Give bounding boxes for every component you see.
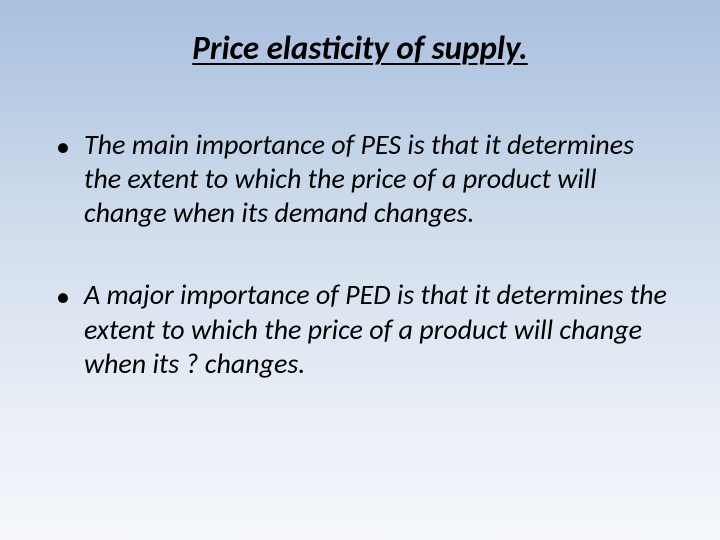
bullet-text: The main importance of PES is that it de… [84, 128, 672, 230]
slide-title: Price elasticity of supply. [48, 28, 672, 68]
slide-content: • The main importance of PES is that it … [48, 128, 672, 381]
slide-container: Price elasticity of supply. • The main i… [0, 0, 720, 540]
bullet-marker-icon: • [56, 280, 70, 314]
bullet-item: • The main importance of PES is that it … [56, 128, 672, 230]
bullet-marker-icon: • [56, 130, 70, 164]
bullet-item: • A major importance of PED is that it d… [56, 278, 672, 380]
bullet-text: A major importance of PED is that it det… [84, 278, 672, 380]
